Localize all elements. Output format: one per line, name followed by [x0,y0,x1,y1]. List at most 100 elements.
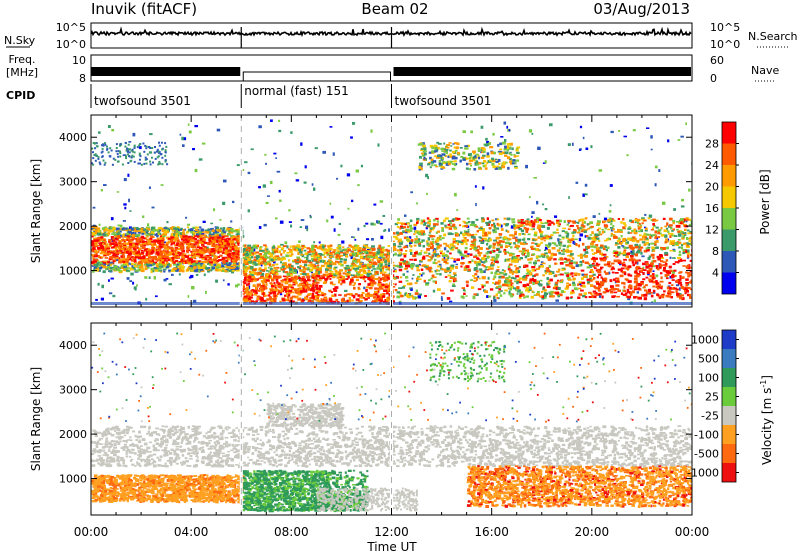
heatmap-cell [263,292,265,295]
heatmap-cell [286,299,288,301]
heatmap-cell [114,266,118,269]
heatmap-cell [312,296,315,299]
heatmap-cell [471,286,474,289]
heatmap-cell [195,238,198,241]
heatmap-cell [449,272,451,274]
heatmap-cell [291,265,294,267]
heatmap-cell [173,264,177,266]
heatmap-cell [384,279,388,281]
heatmap-cell [411,268,413,270]
heatmap-cell [118,247,120,249]
heatmap-cell [126,270,130,272]
heatmap-cell [685,122,687,125]
heatmap-cell [119,252,122,254]
heatmap-cell [204,274,206,277]
heatmap-cell [345,269,347,272]
heatmap-cell [103,261,107,263]
heatmap-cell [579,238,581,241]
heatmap-cell [223,248,225,251]
heatmap-cell [559,247,561,249]
heatmap-cell [261,265,263,267]
noise-left-tick-top: 10^5 [56,21,86,34]
heatmap-cell [105,257,108,259]
heatmap-cell [212,267,215,270]
heatmap-cell [462,258,465,260]
heatmap-cell [171,233,174,235]
heatmap-cell [186,235,188,237]
heatmap-cell [138,269,140,272]
heatmap-cell [144,276,147,279]
heatmap-cell [282,298,284,300]
heatmap-cell [209,263,211,265]
heatmap-cell [378,143,380,146]
heatmap-cell [178,266,182,268]
heatmap-cell [160,253,164,256]
heatmap-cell [118,261,122,264]
heatmap-cell [259,277,261,279]
heatmap-cell [315,284,318,287]
heatmap-cell [343,253,345,256]
heatmap-cell [273,267,276,269]
heatmap-cell [188,236,190,238]
heatmap-cell [266,283,268,286]
heatmap-cell [190,228,194,231]
heatmap-cell [326,250,330,253]
heatmap-cell [192,250,195,252]
heatmap-cell [304,250,307,252]
heatmap-cell [186,241,189,243]
heatmap-cell [115,252,119,254]
heatmap-cell [327,265,330,267]
heatmap-cell [98,255,100,257]
heatmap-cell [330,271,334,273]
heatmap-cell [94,256,98,258]
heatmap-cell [202,143,206,145]
heatmap-cell [199,226,201,228]
heatmap-cell [316,282,320,284]
heatmap-cell [333,289,337,292]
heatmap-cell [156,246,159,248]
heatmap-cell [301,282,304,284]
heatmap-cell [215,269,218,272]
heatmap-cell [292,284,295,286]
heatmap-cell [179,270,181,272]
heatmap-cell [482,264,484,266]
heatmap-cell [223,259,225,261]
heatmap-cell [365,223,368,225]
heatmap-cell [161,241,164,244]
heatmap-cell [216,256,218,258]
heatmap-cell [348,208,350,210]
heatmap-cell [102,228,105,231]
heatmap-cell [229,241,232,243]
heatmap-cell [287,245,289,248]
heatmap-cell [644,214,646,216]
heatmap-cell [178,229,182,231]
heatmap-cell [636,240,639,243]
heatmap-cell [189,268,193,270]
heatmap-cell [101,285,104,289]
heatmap-cell [163,270,165,272]
heatmap-cell [319,279,322,281]
heatmap-cell [158,228,161,230]
heatmap-cell [385,286,388,288]
heatmap-cell [234,260,237,262]
heatmap-cell [205,236,208,238]
heatmap-cell [456,209,458,211]
heatmap-cell [682,249,685,251]
heatmap-cell [188,124,190,126]
heatmap-cell [318,268,321,271]
heatmap-cell [540,265,544,268]
heatmap-cell [314,277,317,280]
heatmap-cell [509,129,511,131]
heatmap-cell [247,279,251,281]
heatmap-cell [108,239,111,241]
heatmap-cell [300,273,302,275]
heatmap-cell [98,233,101,236]
heatmap-cell [138,234,141,237]
heatmap-cell [369,266,371,268]
heatmap-cell [363,287,365,290]
heatmap-cell [329,278,331,280]
heatmap-cell [360,269,363,271]
heatmap-cell [373,262,376,265]
